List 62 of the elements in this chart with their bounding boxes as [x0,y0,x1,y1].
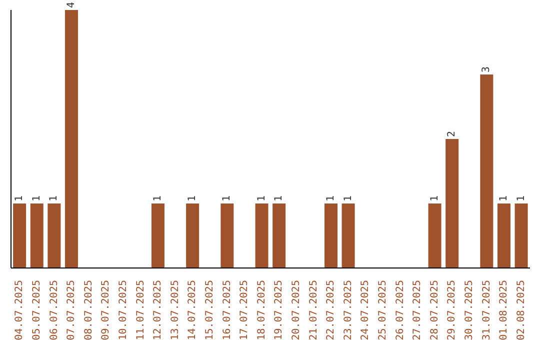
bar [13,204,26,268]
bar [64,10,78,268]
bar [428,204,442,268]
bar [497,204,510,268]
data-label: 1 [498,195,510,202]
data-label: 1 [325,195,336,202]
x-tick-label: 14.07.2025 [187,280,198,340]
x-tick-label: 12.07.2025 [152,280,164,340]
x-tick-label: 29.07.2025 [446,280,458,340]
x-tick-label: 30.07.2025 [464,280,475,340]
x-tick-label: 19.07.2025 [274,280,285,340]
x-tick-label: 04.07.2025 [14,280,26,340]
data-label: 1 [256,195,268,202]
x-tick-label: 25.07.2025 [377,280,388,340]
data-label: 1 [516,195,527,202]
bar [186,204,200,268]
x-tick-label: 09.07.2025 [100,280,112,340]
data-label: 1 [152,195,164,202]
x-tick-label: 31.07.2025 [481,280,492,340]
bar [446,139,459,268]
data-label: 1 [342,195,354,202]
x-tick-label: 10.07.2025 [118,280,129,340]
data-label: 1 [274,195,285,202]
x-tick-label: 15.07.2025 [204,280,216,340]
x-tick-label: 13.07.2025 [170,280,181,340]
data-label: 1 [14,195,26,202]
data-label: 1 [48,195,60,202]
data-label: 2 [446,130,458,137]
bar [514,204,528,268]
bar [324,204,338,268]
bar [255,204,268,268]
x-tick-label: 05.07.2025 [31,280,42,340]
data-label: 1 [31,195,42,202]
data-label: 1 [429,195,440,202]
x-tick-label: 01.08.2025 [498,280,510,340]
data-label: 1 [222,195,233,202]
x-tick-label: 22.07.2025 [326,280,337,340]
bar [151,204,164,268]
x-tick-label: 28.07.2025 [429,280,440,340]
x-tick-label: 08.07.2025 [83,280,94,340]
x-tick-label: 18.07.2025 [256,280,268,340]
bar [342,204,355,268]
bar [30,204,44,268]
bar [220,204,234,268]
data-label: 4 [66,2,77,8]
x-tick-label: 26.07.2025 [394,280,406,340]
x-tick-label: 17.07.2025 [239,280,250,340]
x-tick-label: 27.07.2025 [412,280,424,340]
x-tick-label: 24.07.2025 [360,280,372,340]
x-tick-label: 21.07.2025 [308,280,320,340]
data-label: 3 [481,66,492,72]
bar [272,204,286,268]
x-tick-label: 11.07.2025 [135,280,146,340]
x-tick-label: 20.07.2025 [290,280,302,340]
x-tick-label: 02.08.2025 [516,280,527,340]
x-tick-label: 06.07.2025 [48,280,60,340]
data-label: 1 [187,195,198,202]
x-tick-label: 23.07.2025 [342,280,354,340]
bar [480,74,494,268]
x-tick-label: 16.07.2025 [222,280,233,340]
x-tick-label: 07.07.2025 [66,280,78,340]
bar [48,204,61,268]
